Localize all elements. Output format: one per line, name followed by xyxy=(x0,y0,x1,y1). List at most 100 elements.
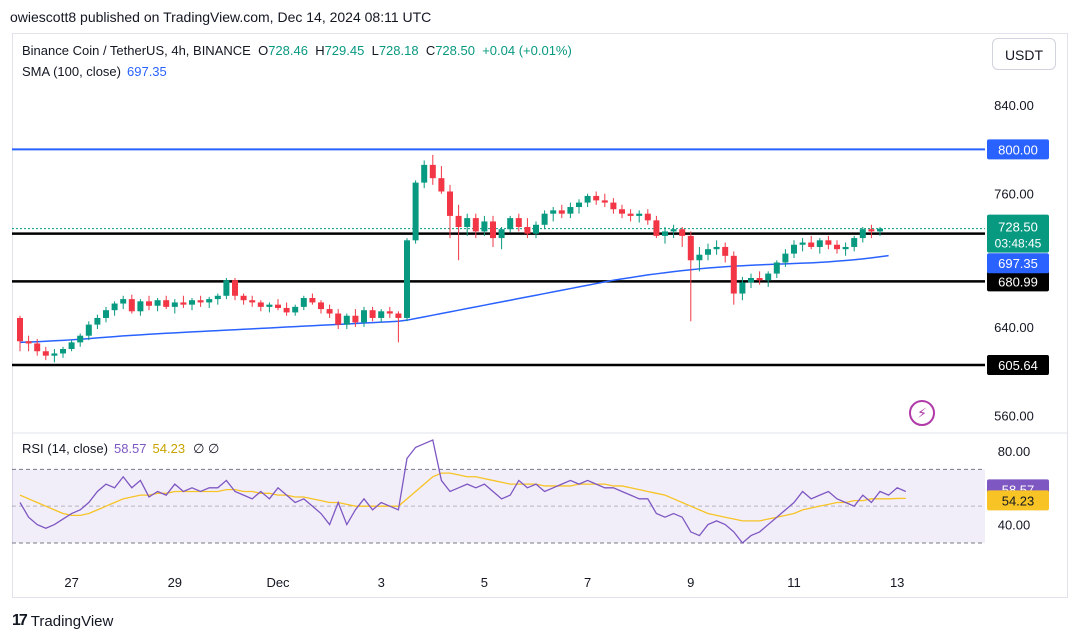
candle-body xyxy=(343,315,350,325)
candle-body xyxy=(834,244,840,250)
sma-legend-value: 697.35 xyxy=(127,64,167,79)
level-label-resistance: 800.00 xyxy=(998,142,1038,157)
rsi-legend[interactable]: RSI (14, close) 58.57 54.23 ∅ ∅ xyxy=(22,441,219,457)
candle-body xyxy=(25,341,32,344)
candle-body xyxy=(17,317,23,342)
candle-body xyxy=(490,221,496,239)
tradingview-brand[interactable]: 17 TradingView xyxy=(12,612,113,630)
currency-button[interactable]: USDT xyxy=(992,38,1056,70)
candle-body xyxy=(111,303,118,311)
candle-body xyxy=(412,182,419,241)
price-tick-label: 640.00 xyxy=(994,320,1034,335)
candle-body xyxy=(128,299,135,312)
rsi-ma-label: 54.23 xyxy=(1002,493,1035,508)
candle-body xyxy=(240,295,247,301)
rsi-null-symbols: ∅ ∅ xyxy=(193,441,220,456)
candle-body xyxy=(326,309,333,314)
candle-body xyxy=(68,342,75,350)
candle-body xyxy=(60,349,66,354)
sma-legend[interactable]: SMA (100, close) 697.35 xyxy=(22,64,167,79)
level-label-support-2: 680.99 xyxy=(998,274,1038,289)
high-label: H xyxy=(315,43,325,58)
candle-body xyxy=(670,229,677,232)
candle-body xyxy=(851,238,858,247)
candle-body xyxy=(429,164,436,179)
candle-body xyxy=(756,278,763,281)
candle-body xyxy=(868,229,875,232)
change-value: +0.04 (+0.01%) xyxy=(482,43,572,58)
candle-body xyxy=(464,218,471,227)
candle-body xyxy=(163,300,170,307)
rsi-label: RSI (14, close) xyxy=(22,441,108,456)
candle-body xyxy=(748,278,754,283)
candle-body xyxy=(636,213,643,216)
price-tick-label: 760.00 xyxy=(994,187,1034,202)
candle-body xyxy=(791,244,797,254)
level-tag-resistance xyxy=(987,139,1049,160)
last-price-label: 728.50 xyxy=(998,220,1038,235)
candle-body xyxy=(51,353,58,356)
price-tick-label: 840.00 xyxy=(994,98,1034,113)
level-label-support-3: 605.64 xyxy=(998,358,1038,373)
candle-body xyxy=(378,311,385,318)
rsi-tick-label: 40.00 xyxy=(998,518,1031,533)
lightning-icon[interactable]: ⚡ xyxy=(909,400,935,426)
candle-body xyxy=(679,229,686,236)
candle-body xyxy=(300,297,307,307)
candle-body xyxy=(42,351,49,356)
candle-body xyxy=(687,235,694,261)
high-value: 729.45 xyxy=(324,43,365,58)
candle-body xyxy=(507,218,514,230)
candle-body xyxy=(653,220,660,236)
candle-body xyxy=(576,202,582,208)
time-tick-label: 13 xyxy=(890,575,904,590)
candle-body xyxy=(85,324,92,336)
candle-body xyxy=(877,228,883,232)
candle-body xyxy=(859,229,866,239)
symbol-legend[interactable]: Binance Coin / TetherUS, 4h, BINANCE O72… xyxy=(22,43,572,58)
close-label: C xyxy=(425,43,436,58)
candle-body xyxy=(627,213,634,216)
candle-body xyxy=(335,313,342,325)
candle-body xyxy=(197,300,204,303)
candle-body xyxy=(154,300,161,306)
sma-label: SMA (100, close) xyxy=(22,64,121,79)
candle-body xyxy=(171,302,178,307)
time-tick-label: 27 xyxy=(64,575,78,590)
candle-body xyxy=(206,299,213,303)
candle-body xyxy=(739,282,746,294)
candle-body xyxy=(593,195,600,201)
candle-body xyxy=(395,313,402,318)
candle-body xyxy=(77,335,84,343)
published-line: owiescott8 published on TradingView.com,… xyxy=(10,9,432,25)
symbol-name: Binance Coin / TetherUS, 4h, BINANCE xyxy=(22,43,251,58)
tradingview-logo-icon: 17 xyxy=(12,612,28,629)
level-tag-support-3 xyxy=(987,354,1049,375)
candle-body xyxy=(369,310,376,318)
time-tick-label: 9 xyxy=(687,575,694,590)
candle-body xyxy=(610,202,617,210)
rsi-legend-value: 58.57 xyxy=(113,441,147,456)
candle-body xyxy=(404,240,410,318)
candle-body xyxy=(146,301,152,306)
low-value: 728.18 xyxy=(378,43,419,58)
candle-body xyxy=(584,195,591,203)
candle-body xyxy=(533,224,539,234)
time-tick-label: 29 xyxy=(168,575,182,590)
candle-body xyxy=(619,209,625,214)
sma-value-tag xyxy=(987,253,1049,274)
time-tick-label: Dec xyxy=(266,575,290,590)
candle-body xyxy=(550,210,557,214)
candle-body xyxy=(223,280,230,296)
candle-body xyxy=(498,229,505,239)
candle-body xyxy=(808,242,815,247)
close-value: 728.50 xyxy=(435,43,475,58)
candle-body xyxy=(455,215,462,227)
candle-body xyxy=(352,315,359,323)
candle-body xyxy=(447,191,453,216)
candle-body xyxy=(515,218,522,227)
candle-body xyxy=(266,304,273,307)
rsi-tick-label: 80.00 xyxy=(998,444,1031,459)
candle-body xyxy=(799,242,806,245)
